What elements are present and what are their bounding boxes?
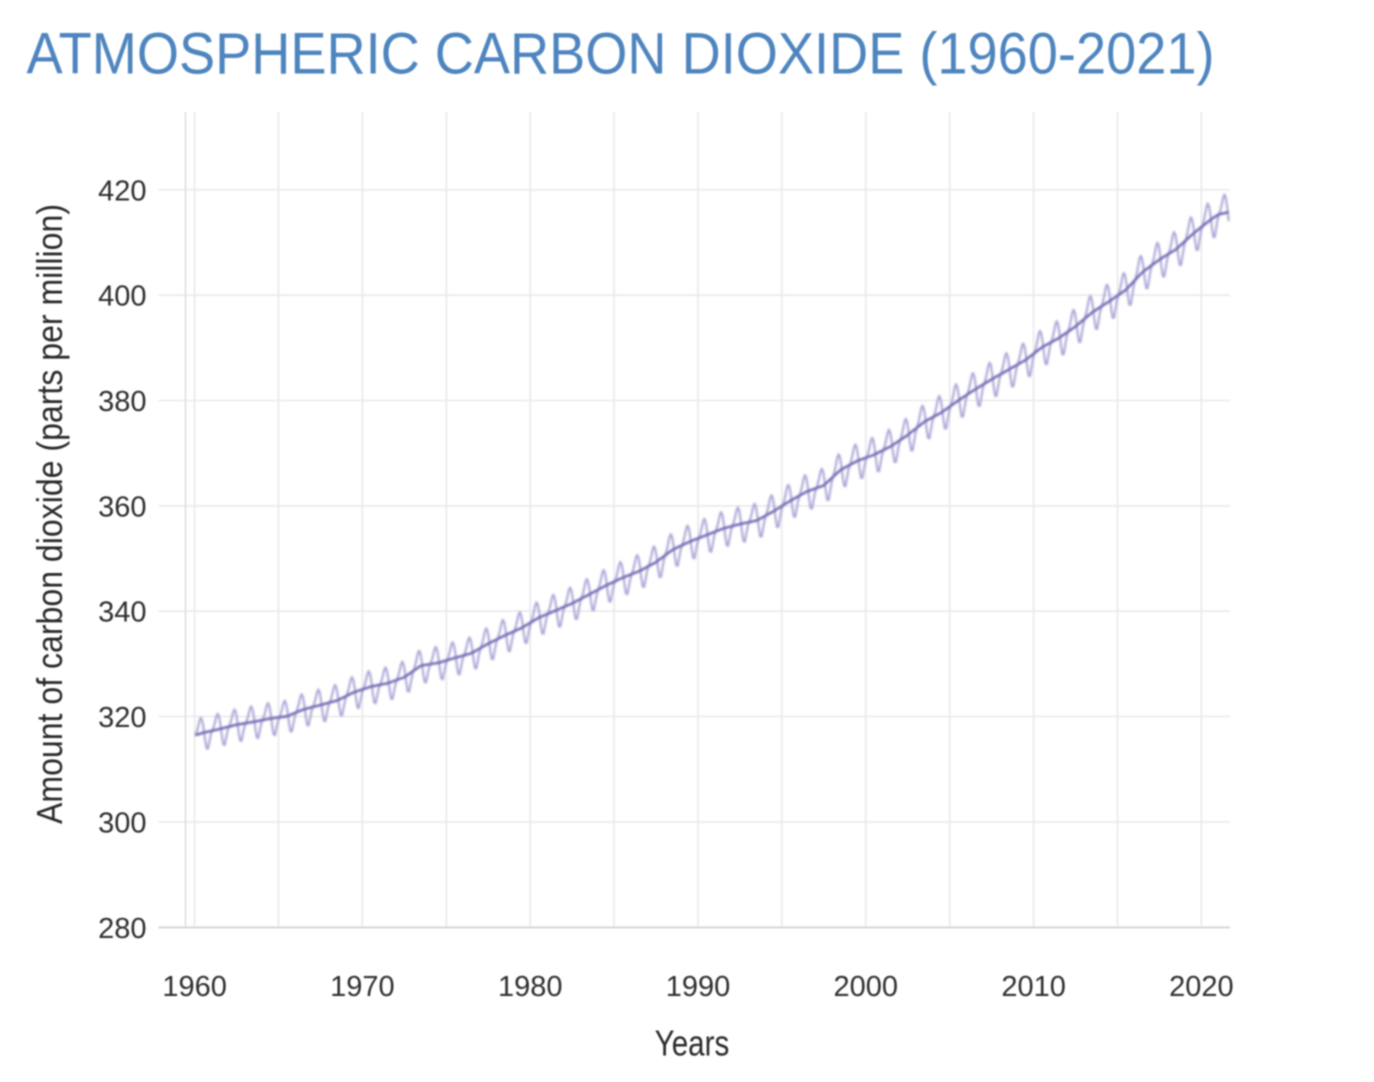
svg-text:360: 360 bbox=[98, 491, 146, 523]
svg-text:1970: 1970 bbox=[330, 971, 395, 1003]
svg-text:1980: 1980 bbox=[498, 971, 563, 1003]
svg-text:420: 420 bbox=[98, 175, 146, 207]
svg-text:Amount of carbon dioxide (part: Amount of carbon dioxide (parts per mill… bbox=[29, 204, 70, 824]
svg-text:1990: 1990 bbox=[666, 971, 731, 1003]
svg-text:ATMOSPHERIC CARBON DIOXIDE (19: ATMOSPHERIC CARBON DIOXIDE (1960-2021) bbox=[27, 22, 1215, 87]
svg-text:340: 340 bbox=[98, 597, 146, 629]
svg-text:2020: 2020 bbox=[1169, 971, 1234, 1003]
svg-text:2000: 2000 bbox=[834, 971, 899, 1003]
svg-text:Years: Years bbox=[655, 1023, 730, 1064]
svg-text:1960: 1960 bbox=[162, 971, 227, 1003]
svg-text:300: 300 bbox=[98, 807, 146, 839]
svg-text:400: 400 bbox=[98, 281, 146, 313]
svg-text:380: 380 bbox=[98, 386, 146, 418]
svg-text:2010: 2010 bbox=[1001, 971, 1066, 1003]
svg-text:280: 280 bbox=[98, 913, 146, 945]
svg-text:320: 320 bbox=[98, 702, 146, 734]
